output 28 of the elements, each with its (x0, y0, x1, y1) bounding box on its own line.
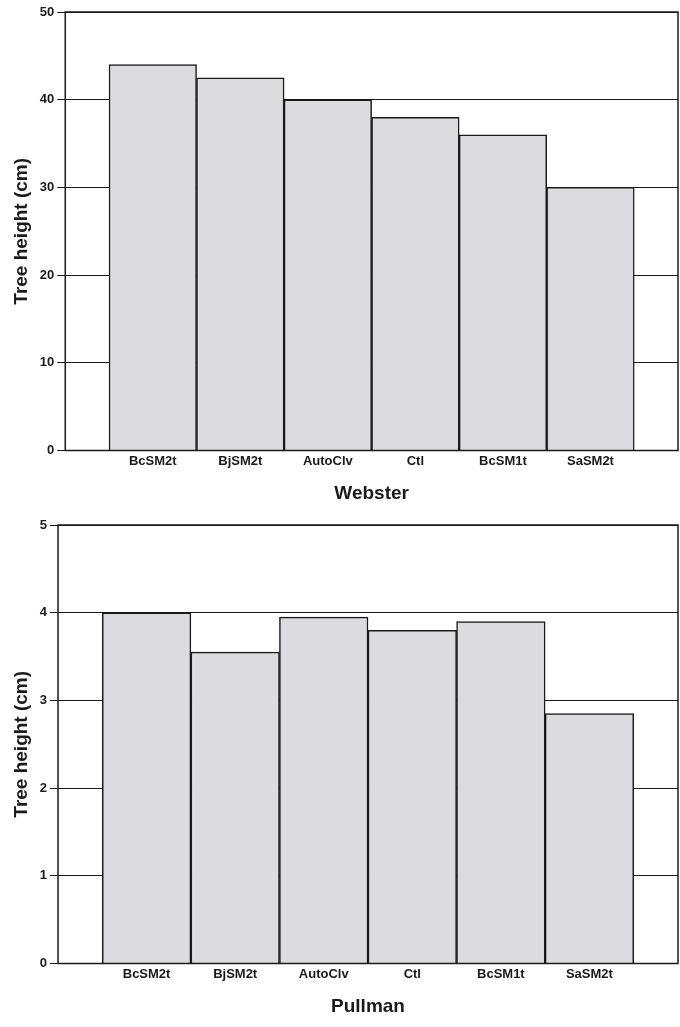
y-tick-label: 3 (39, 692, 48, 708)
x-tick-label: AutoClv (298, 965, 350, 981)
x-tick-label: Ctl (406, 452, 425, 468)
y-tick-label: 0 (47, 442, 55, 458)
y-tick-label: 2 (39, 779, 48, 795)
x-tick-label: BjSM2t (218, 452, 264, 468)
x-tick-label: SaSM2t (565, 965, 614, 981)
x-axis-title: Pullman (331, 994, 405, 1016)
y-tick-label: 10 (39, 354, 55, 370)
x-axis-title: Webster (334, 481, 410, 503)
x-tick-label: AutoClv (302, 452, 354, 468)
y-tick-label: 50 (39, 3, 55, 19)
x-tick-label: BcSM2t (122, 965, 172, 981)
y-tick-label: 5 (39, 516, 48, 532)
x-tick-label: BcSM1t (479, 452, 528, 468)
y-tick-label: 40 (39, 91, 55, 107)
x-tick-label: Ctl (403, 965, 421, 981)
x-tick-label: SaSM2t (566, 452, 615, 468)
y-axis-title: Tree height (cm) (9, 157, 31, 305)
x-tick-label: BjSM2t (213, 965, 258, 981)
y-tick-label: 20 (39, 266, 55, 282)
y-tick-label: 30 (39, 179, 55, 195)
y-tick-label: 0 (39, 955, 48, 971)
x-tick-label: BcSM1t (477, 965, 526, 981)
y-tick-label: 1 (39, 867, 48, 883)
x-tick-label: BcSM2t (128, 452, 178, 468)
y-axis-title: Tree height (cm) (9, 670, 31, 818)
y-tick-label: 4 (39, 604, 48, 620)
